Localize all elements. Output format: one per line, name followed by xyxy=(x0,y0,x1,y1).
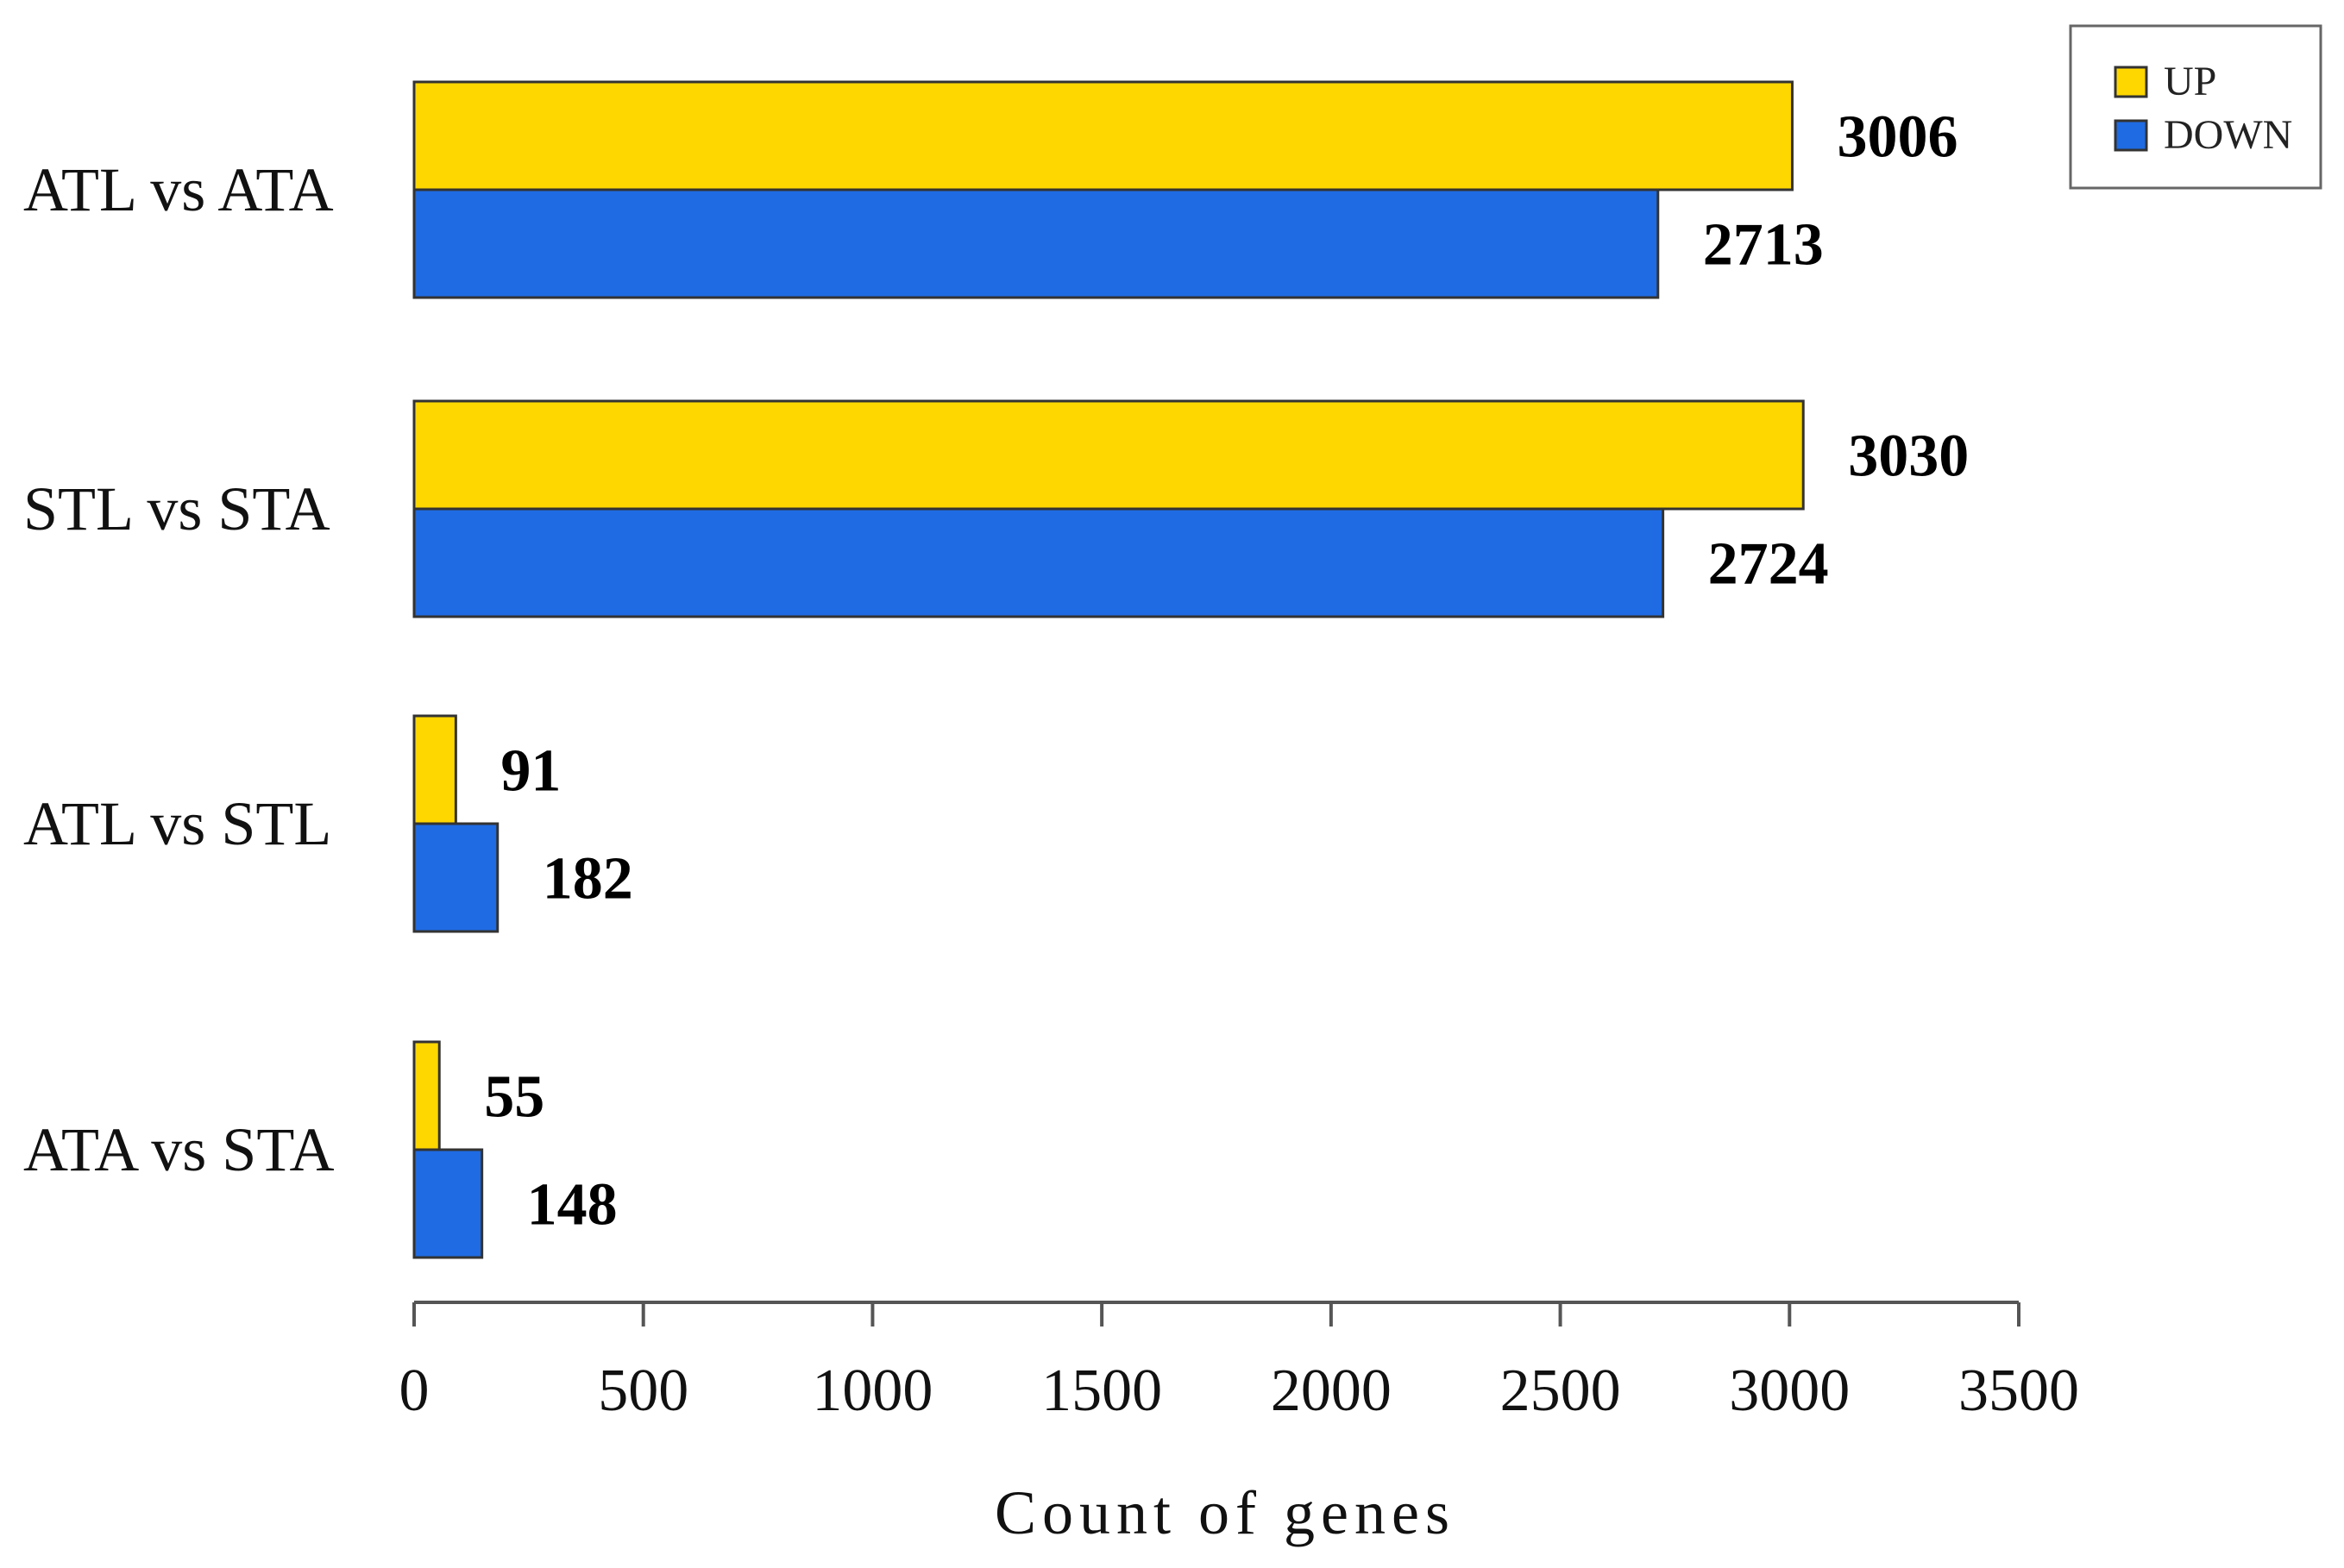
x-tick-label-1000: 1000 xyxy=(812,1358,933,1424)
x-tick-label-3000: 3000 xyxy=(1729,1358,1850,1424)
bar-down-stl-vs-sta xyxy=(412,507,1665,618)
category-label-atl-vs-ata: ATL vs ATA xyxy=(23,155,334,224)
value-label-up-stl-vs-sta: 3030 xyxy=(1848,423,1969,490)
bar-up-stl-vs-sta xyxy=(412,399,1805,511)
legend-swatch-up xyxy=(2114,66,2148,98)
x-axis-title: Count of genes xyxy=(995,1478,1455,1547)
bar-up-atl-vs-ata xyxy=(412,80,1794,191)
legend: UP DOWN xyxy=(2069,24,2322,190)
x-tick-label-2000: 2000 xyxy=(1271,1358,1392,1424)
value-label-up-atl-vs-ata: 3006 xyxy=(1837,104,1958,171)
value-label-down-stl-vs-sta: 2724 xyxy=(1708,531,1829,598)
x-axis: 0 500 1000 1500 2000 2500 3000 3500 xyxy=(399,1301,2079,1424)
legend-swatch-down xyxy=(2114,119,2148,152)
value-label-down-atl-vs-stl: 182 xyxy=(543,846,633,913)
bar-down-ata-vs-sta xyxy=(412,1148,484,1259)
x-tick-label-1500: 1500 xyxy=(1041,1358,1162,1424)
value-label-up-atl-vs-stl: 91 xyxy=(500,738,561,805)
legend-box xyxy=(2069,24,2322,190)
category-label-stl-vs-sta: STL vs STA xyxy=(23,474,330,543)
legend-label-up: UP xyxy=(2164,59,2216,104)
x-tick-label-2500: 2500 xyxy=(1500,1358,1621,1424)
category-label-atl-vs-stl: ATL vs STL xyxy=(23,789,331,858)
x-tick-label-500: 500 xyxy=(598,1358,688,1424)
x-tick-label-3500: 3500 xyxy=(1958,1358,2079,1424)
category-label-ata-vs-sta: ATA vs STA xyxy=(23,1115,335,1184)
x-tick-label-0: 0 xyxy=(399,1358,430,1424)
value-label-up-ata-vs-sta: 55 xyxy=(484,1064,544,1131)
bar-down-atl-vs-ata xyxy=(412,188,1660,299)
bar-up-atl-vs-stl xyxy=(412,714,457,825)
bar-up-ata-vs-sta xyxy=(412,1040,441,1151)
legend-label-down: DOWN xyxy=(2164,112,2292,158)
value-label-down-atl-vs-ata: 2713 xyxy=(1703,212,1824,279)
bar-down-atl-vs-stl xyxy=(412,822,500,933)
value-label-down-ata-vs-sta: 148 xyxy=(527,1172,618,1239)
